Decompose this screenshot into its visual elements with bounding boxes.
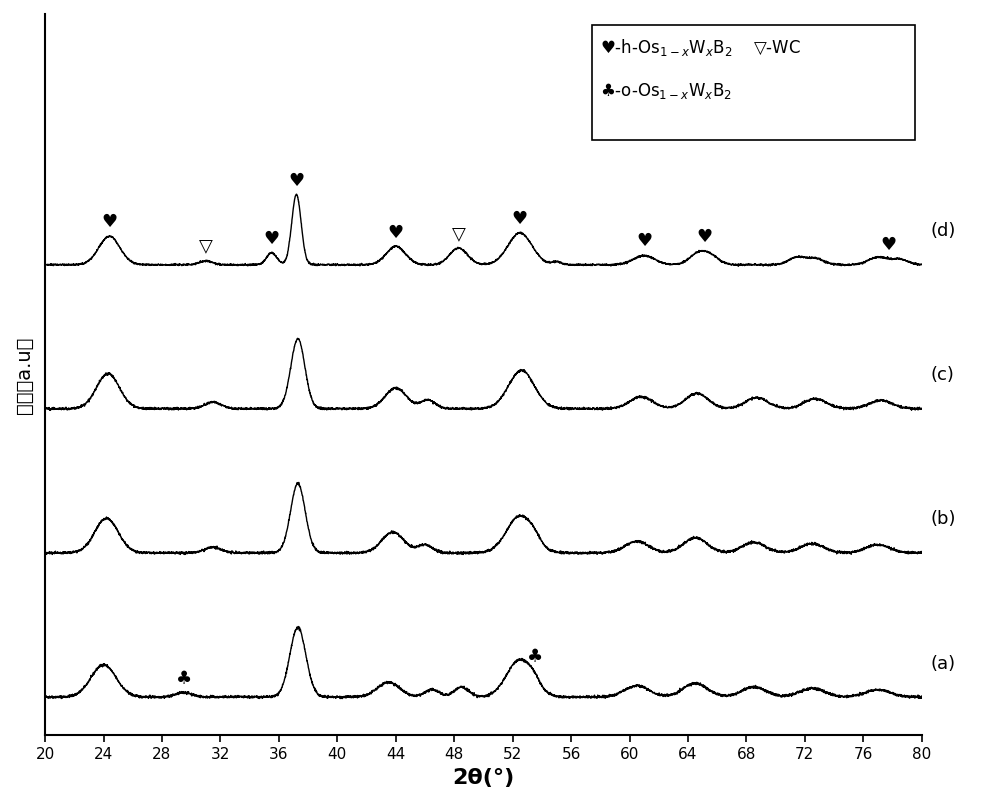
FancyBboxPatch shape: [592, 26, 915, 141]
X-axis label: 2θ(°): 2θ(°): [452, 767, 515, 787]
Text: ♥: ♥: [388, 224, 404, 241]
Text: ♥: ♥: [696, 228, 712, 245]
Text: ♥: ♥: [264, 229, 280, 248]
Text: ♥-h-Os$_{1-x}$W$_x$B$_2$    ▽-WC: ♥-h-Os$_{1-x}$W$_x$B$_2$ ▽-WC: [600, 37, 801, 58]
Text: ♣: ♣: [527, 648, 543, 666]
Y-axis label: 强度（a.u）: 强度（a.u）: [15, 336, 34, 414]
Text: ▽: ▽: [199, 237, 213, 255]
Text: ♥: ♥: [636, 232, 652, 250]
Text: ▽: ▽: [452, 225, 466, 242]
Text: ♥: ♥: [880, 236, 896, 254]
Text: (a): (a): [931, 654, 956, 672]
Text: ♥: ♥: [288, 172, 304, 189]
Text: (b): (b): [931, 510, 956, 528]
Text: ♥: ♥: [101, 213, 117, 231]
Text: (c): (c): [931, 366, 954, 384]
Text: (d): (d): [931, 222, 956, 240]
Text: ♣: ♣: [176, 669, 192, 687]
Text: ♥: ♥: [512, 210, 528, 228]
Text: ♣-o-Os$_{1-x}$W$_x$B$_2$: ♣-o-Os$_{1-x}$W$_x$B$_2$: [600, 80, 732, 100]
